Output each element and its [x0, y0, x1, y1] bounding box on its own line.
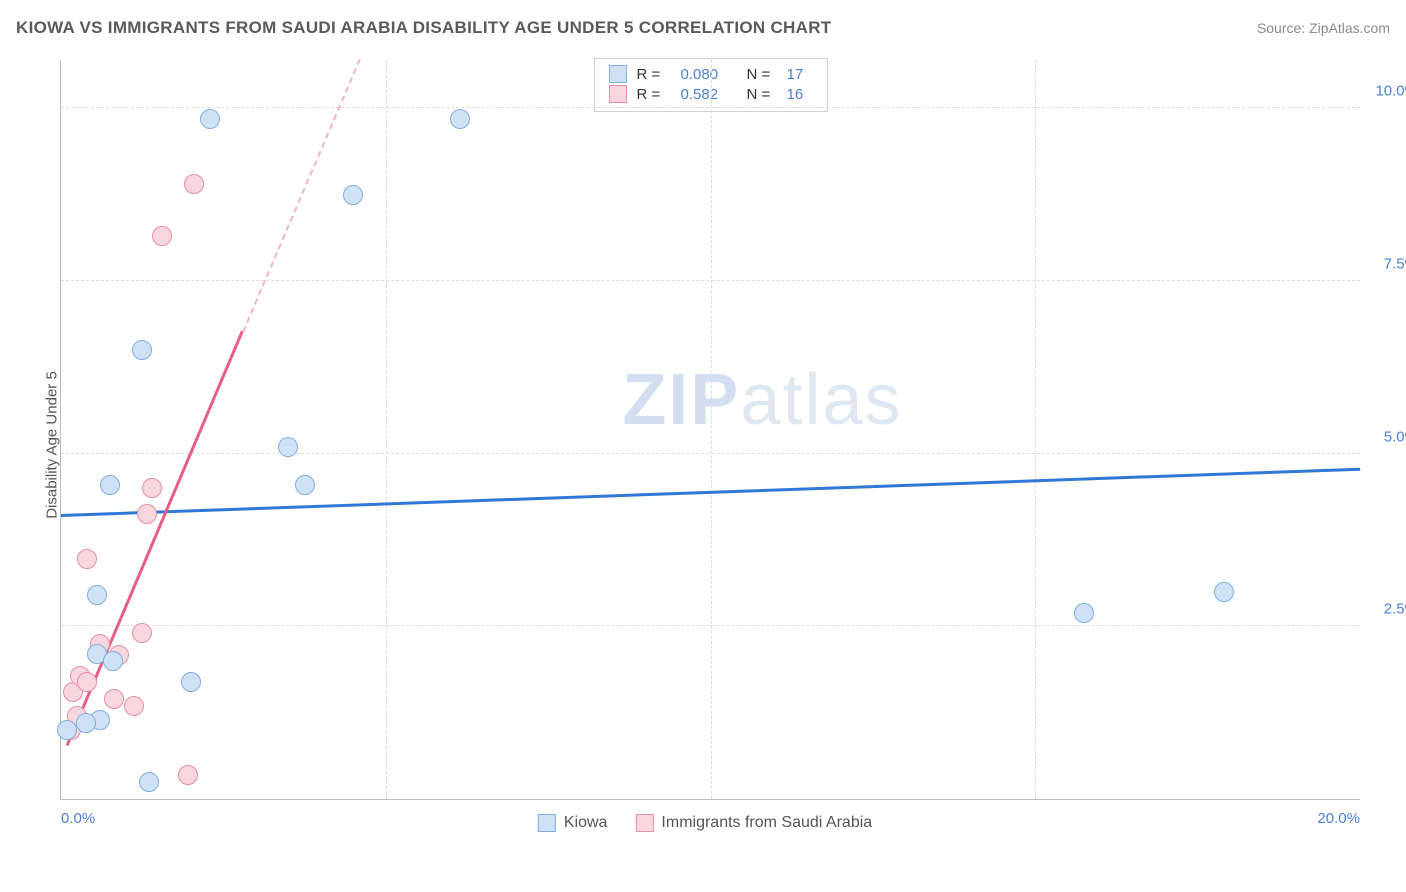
legend-item-saudi: Immigrants from Saudi Arabia [635, 814, 872, 832]
chart-area: Disability Age Under 5 ZIPatlas R = 0.08… [50, 60, 1360, 830]
legend-r-value-saudi: 0.582 [681, 86, 737, 103]
watermark-bold: ZIP [622, 360, 740, 440]
kiowa-point [343, 185, 363, 205]
ytick-label: 5.0% [1368, 428, 1406, 445]
saudi-point [142, 478, 162, 498]
kiowa-point [278, 437, 298, 457]
chart-header: KIOWA VS IMMIGRANTS FROM SAUDI ARABIA DI… [16, 18, 1390, 38]
kiowa-point [76, 713, 96, 733]
y-axis-label: Disability Age Under 5 [44, 371, 61, 519]
saudi-point [132, 623, 152, 643]
legend-r-label: R = [637, 86, 671, 103]
ytick-label: 7.5% [1368, 256, 1406, 273]
legend-swatch-kiowa [609, 65, 627, 83]
kiowa-point [1074, 603, 1094, 623]
saudi-point [104, 689, 124, 709]
saudi-point [178, 765, 198, 785]
gridline-v [1035, 60, 1036, 799]
kiowa-point [200, 109, 220, 129]
legend-n-value-kiowa: 17 [787, 66, 813, 83]
kiowa-point [103, 651, 123, 671]
saudi-point [152, 226, 172, 246]
kiowa-point [295, 475, 315, 495]
legend-n-label: N = [747, 66, 777, 83]
legend-n-value-saudi: 16 [787, 86, 813, 103]
legend-label-kiowa: Kiowa [564, 814, 608, 832]
legend-series: Kiowa Immigrants from Saudi Arabia [538, 814, 872, 832]
kiowa-point [132, 340, 152, 360]
kiowa-point [139, 772, 159, 792]
gridline-v [386, 60, 387, 799]
legend-swatch-kiowa [538, 814, 556, 832]
xtick-label: 20.0% [1317, 810, 1360, 827]
legend-r-value-kiowa: 0.080 [681, 66, 737, 83]
ytick-label: 2.5% [1368, 601, 1406, 618]
legend-r-label: R = [637, 66, 671, 83]
gridline-v [711, 60, 712, 799]
saudi-point [124, 696, 144, 716]
saudi-point [77, 549, 97, 569]
legend-swatch-saudi [635, 814, 653, 832]
chart-source: Source: ZipAtlas.com [1257, 20, 1390, 36]
saudi-point [184, 174, 204, 194]
kiowa-point [450, 109, 470, 129]
kiowa-point [57, 720, 77, 740]
legend-swatch-saudi [609, 85, 627, 103]
kiowa-point [181, 672, 201, 692]
xtick-label: 0.0% [61, 810, 95, 827]
plot-region: ZIPatlas R = 0.080 N = 17 R = 0.582 N = … [60, 60, 1360, 800]
ytick-label: 10.0% [1368, 83, 1406, 100]
watermark-light: atlas [740, 360, 902, 440]
legend-item-kiowa: Kiowa [538, 814, 608, 832]
legend-label-saudi: Immigrants from Saudi Arabia [661, 814, 872, 832]
chart-title: KIOWA VS IMMIGRANTS FROM SAUDI ARABIA DI… [16, 18, 831, 38]
saudi-point [77, 672, 97, 692]
watermark: ZIPatlas [622, 359, 902, 441]
kiowa-point [1214, 582, 1234, 602]
legend-n-label: N = [747, 86, 777, 103]
kiowa-point [100, 475, 120, 495]
kiowa-point [87, 585, 107, 605]
saudi-point [137, 504, 157, 524]
